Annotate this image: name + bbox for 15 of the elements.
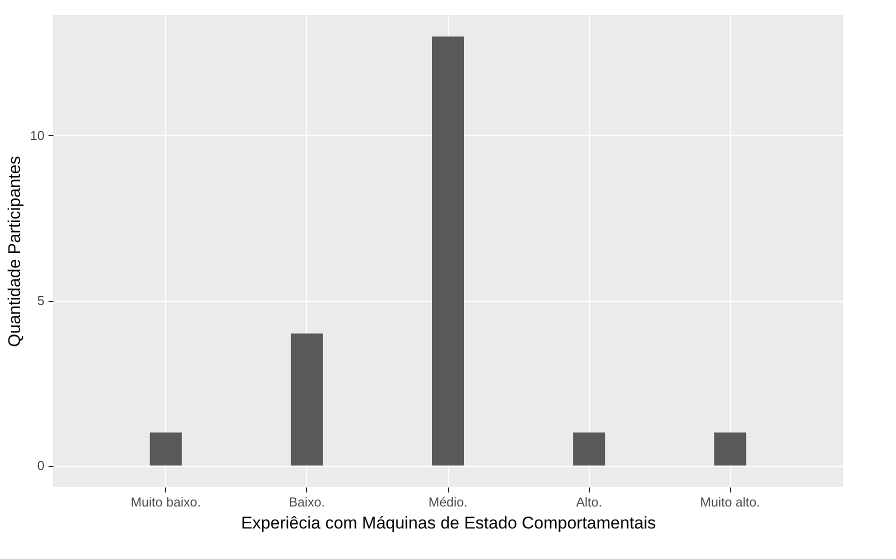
bar [290,334,323,466]
x-axis-title: Experiêcia com Máquinas de Estado Comportamentais [241,514,656,532]
y-tick-label: 5 [37,293,44,308]
bar [150,432,182,466]
y-axis-title: Quantidade Participantes [5,156,24,347]
x-tick-label: Muito baixo. [130,494,201,510]
x-tick-label: Alto. [576,494,602,510]
x-tick-label: Baixo. [288,494,325,510]
y-tick-label: 0 [37,458,44,474]
bar [714,432,746,466]
x-tick-label: Médio. [428,494,468,510]
y-tick-label: 10 [30,128,44,143]
x-tick-label: Muito alto. [700,494,760,510]
bar [573,432,606,466]
bar [432,36,464,466]
